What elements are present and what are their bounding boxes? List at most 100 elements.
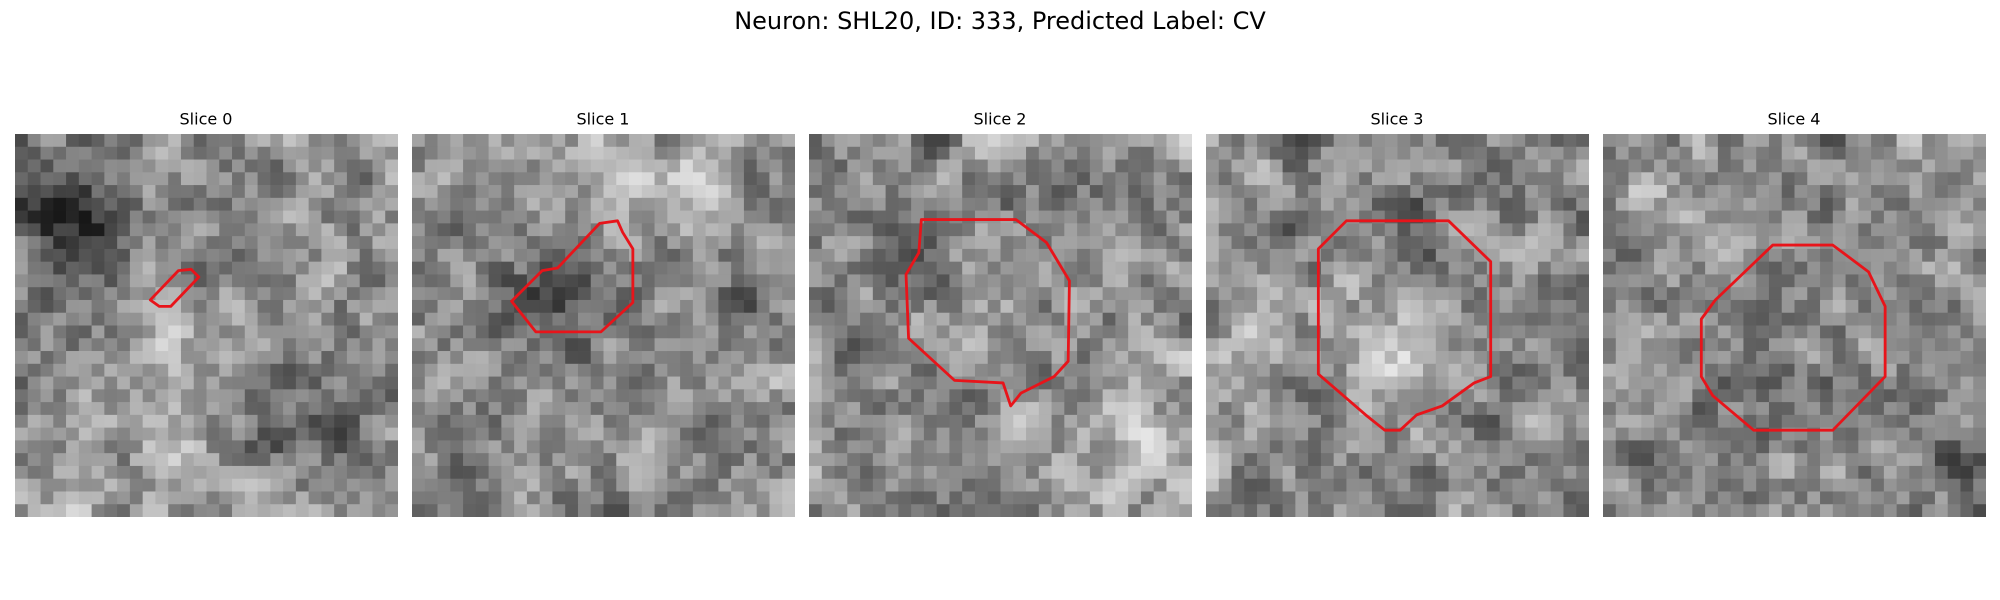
pixel xyxy=(104,236,118,250)
pixel xyxy=(1499,363,1513,377)
pixel xyxy=(847,197,861,211)
pixel xyxy=(1705,453,1719,467)
pixel xyxy=(219,376,233,390)
pixel xyxy=(1115,299,1129,314)
pixel xyxy=(1615,351,1629,365)
pixel xyxy=(257,287,271,301)
pixel xyxy=(847,478,861,492)
pixel xyxy=(1666,185,1680,199)
pixel xyxy=(1371,351,1386,365)
pixel xyxy=(1410,491,1424,505)
pixel xyxy=(769,185,783,199)
pixel xyxy=(193,465,207,480)
pixel xyxy=(1244,248,1258,263)
pixel xyxy=(1077,376,1091,390)
pixel xyxy=(385,338,398,352)
pixel xyxy=(1397,172,1411,186)
pixel xyxy=(731,185,745,199)
pixel xyxy=(731,248,745,263)
pixel xyxy=(834,478,848,492)
pixel xyxy=(1384,185,1398,199)
pixel xyxy=(1858,414,1872,429)
pixel xyxy=(1743,465,1757,480)
pixel xyxy=(847,236,861,250)
pixel xyxy=(206,210,220,224)
pixel xyxy=(885,465,899,480)
pixel xyxy=(1705,248,1719,263)
pixel-grid xyxy=(15,134,398,517)
pixel xyxy=(155,185,169,199)
pixel xyxy=(860,465,874,480)
pixel xyxy=(1320,223,1335,237)
pixel xyxy=(834,376,848,390)
pixel xyxy=(1218,465,1232,480)
pixel xyxy=(962,248,976,263)
pixel xyxy=(1257,376,1271,390)
pixel xyxy=(1064,261,1078,275)
pixel xyxy=(308,351,322,365)
pixel xyxy=(1461,261,1475,275)
pixel xyxy=(104,351,118,365)
pixel xyxy=(283,465,297,480)
pixel xyxy=(15,389,29,403)
pixel xyxy=(15,440,29,454)
pixel xyxy=(346,134,361,148)
pixel xyxy=(1384,299,1398,314)
pixel xyxy=(270,351,284,365)
pixel xyxy=(1768,134,1783,148)
pixel xyxy=(1679,223,1693,237)
pixel xyxy=(782,261,795,275)
pixel xyxy=(1525,185,1539,199)
pixel xyxy=(552,504,566,517)
pixel xyxy=(1781,197,1795,211)
pixel xyxy=(1244,172,1258,186)
pixel xyxy=(295,376,310,390)
pixel xyxy=(603,146,617,160)
pixel xyxy=(1435,146,1449,160)
pixel xyxy=(27,504,41,517)
pixel xyxy=(27,351,41,365)
pixel xyxy=(1051,478,1065,492)
pixel xyxy=(782,210,795,224)
pixel xyxy=(1896,197,1910,211)
pixel xyxy=(1628,159,1642,173)
pixel xyxy=(590,465,604,480)
pixel xyxy=(1934,427,1949,441)
pixel xyxy=(463,440,477,454)
pixel xyxy=(1973,338,1986,352)
pixel xyxy=(295,312,310,326)
pixel xyxy=(488,478,502,492)
pixel xyxy=(1038,210,1052,224)
pixel xyxy=(809,236,823,250)
pixel xyxy=(142,402,156,416)
pixel xyxy=(898,210,912,224)
pixel xyxy=(372,478,386,492)
pixel xyxy=(1089,274,1104,288)
pixel xyxy=(1692,236,1706,250)
pixel xyxy=(911,287,925,301)
pixel xyxy=(743,223,758,237)
pixel xyxy=(475,312,489,326)
pixel xyxy=(1563,185,1577,199)
pixel xyxy=(565,427,579,441)
pixel xyxy=(1743,134,1757,148)
pixel xyxy=(565,261,579,275)
pixel xyxy=(1128,478,1142,492)
pixel xyxy=(1013,287,1027,301)
pixel xyxy=(1973,504,1986,517)
pixel xyxy=(463,363,477,377)
pixel xyxy=(1883,363,1898,377)
pixel xyxy=(424,159,438,173)
pixel xyxy=(821,312,835,326)
pixel xyxy=(654,325,668,339)
pixel xyxy=(667,223,681,237)
pixel xyxy=(321,248,335,263)
pixel xyxy=(1666,491,1680,505)
pixel xyxy=(270,210,284,224)
pixel xyxy=(1461,338,1475,352)
pixel xyxy=(872,287,886,301)
pixel xyxy=(654,351,668,365)
pixel xyxy=(616,159,630,173)
pixel xyxy=(1077,312,1091,326)
pixel xyxy=(15,402,29,416)
